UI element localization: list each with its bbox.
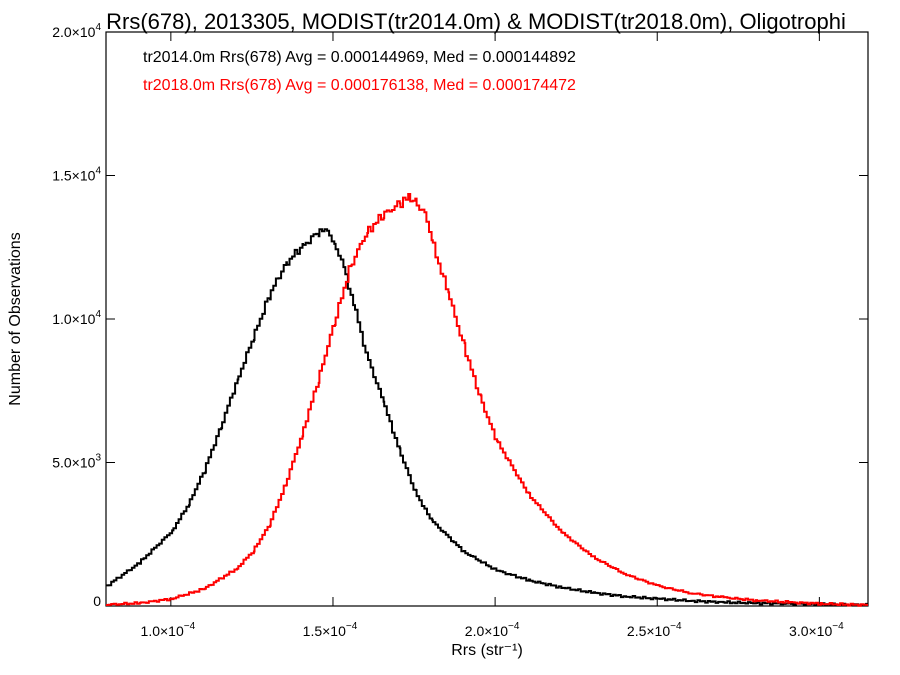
y-tick-label: 2.0×104 [52,22,101,40]
x-tick-label: 3.0×10−4 [789,621,844,639]
plot-frame [105,31,869,607]
x-tick-label: 2.5×10−4 [627,621,682,639]
y-tick-label: 0 [93,593,101,609]
x-axis: 1.0×10−4 1.5×10−4 2.0×10−4 2.5×10−4 3.0×10−4 [141,32,844,639]
x-tick-label: 1.5×10−4 [303,621,358,639]
y-axis: 0 5.0×103 1.0×104 1.5×104 2.0×104 [52,22,868,609]
x-tick-label: 2.0×10−4 [465,621,520,639]
x-axis-label: Rrs (str⁻¹) [451,642,523,659]
y-tick-label: 1.5×104 [52,166,101,184]
y-tick-label: 5.0×103 [52,453,101,471]
y-tick-label: 1.0×104 [52,309,101,327]
legend-entry-tr2018: tr2018.0m Rrs(678) Avg = 0.000176138, Me… [143,77,576,94]
series-layer [106,193,868,607]
series-line-tr2018.0m [106,193,868,607]
series-line-tr2014.0m [106,228,868,607]
x-tick-label: 1.0×10−4 [141,621,196,639]
y-axis-label: Number of Observations [7,232,24,405]
legend-entry-tr2014: tr2014.0m Rrs(678) Avg = 0.000144969, Me… [143,49,576,66]
chart-title: Rrs(678), 2013305, MODIST(tr2014.0m) & M… [106,9,846,34]
